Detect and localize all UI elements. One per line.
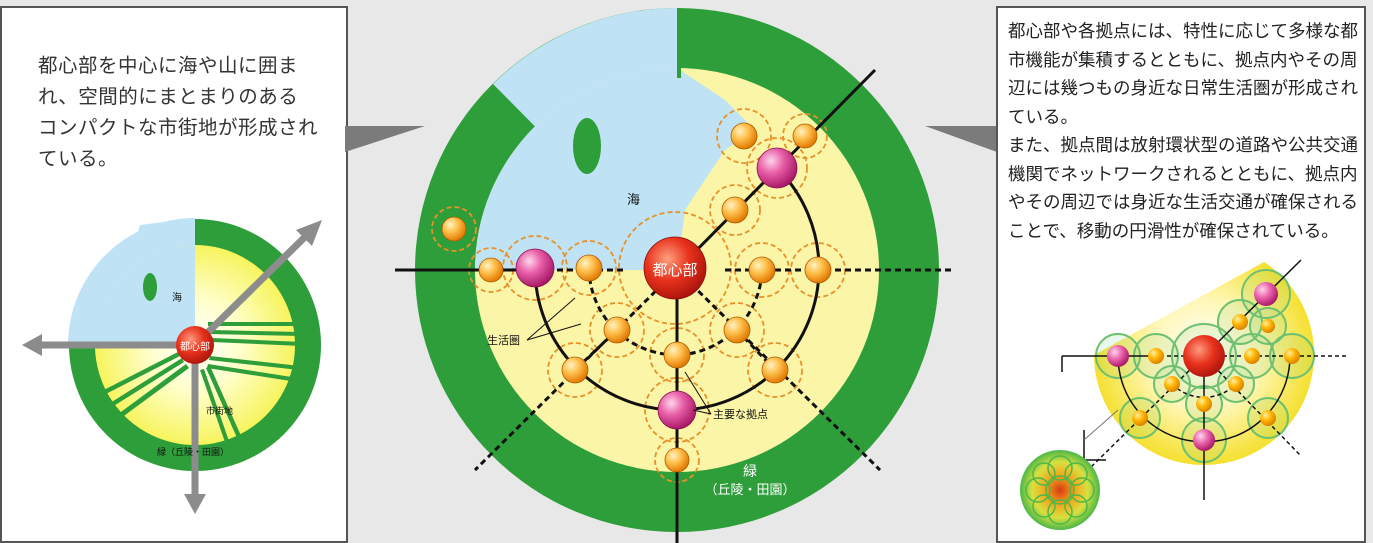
left-city-diagram: 都心部 海 市街地 緑（丘陵・田園）: [22, 218, 322, 514]
left-sea-label: 海: [172, 291, 182, 304]
center-sea-label: 海: [627, 193, 640, 208]
major-hubs: [515, 147, 798, 430]
life-sphere-callout: [526, 297, 582, 341]
right-minor-hubs: [1132, 314, 1300, 426]
major-hub-label: 主要な拠点: [713, 408, 768, 421]
center-network-diagram: 都心部 海 生活圏 主要な拠点 緑 （丘陵・田園）: [395, 8, 955, 543]
major-hub-callout: [684, 371, 712, 415]
left-center-label: 都心部: [180, 340, 210, 353]
minor-hubs: [441, 122, 832, 473]
left-arrows: [22, 220, 322, 514]
zoom-connector: [1083, 409, 1119, 441]
green-label-line1: 緑: [743, 464, 757, 480]
right-paragraph-1: 都心部や各拠点には、特性に応じて多様な都市機能が集積するとともに、拠点内やその周…: [1008, 22, 1358, 128]
right-description: 都心部や各拠点には、特性に応じて多様な都市機能が集積するとともに、拠点内やその周…: [1008, 18, 1360, 246]
right-major-hubs: [1107, 282, 1278, 451]
center-hub: [643, 236, 707, 300]
right-center-hub: [1183, 335, 1225, 377]
left-urban-label: 市街地: [206, 405, 233, 417]
center-sea: [475, 68, 677, 270]
left-island: [143, 273, 157, 301]
left-description: 都心部を中心に海や山に囲まれ、空間的にまとまりのあるコンパクトな市街地が形成され…: [38, 54, 319, 170]
connector-right: [925, 126, 997, 152]
right-paragraph-2: また、拠点間は放射環状型の道路や公共交通機関でネットワークされるとともに、拠点内…: [1008, 136, 1358, 242]
life-sphere-label: 生活圏: [487, 333, 520, 347]
zoom-sphere: [1020, 450, 1100, 530]
connector-left: [345, 126, 425, 152]
left-green-stripes: [96, 322, 302, 445]
center-island: [573, 118, 601, 174]
center-hub-label: 都心部: [652, 261, 697, 279]
left-green-label: 緑（丘陵・田園）: [157, 446, 229, 458]
green-label-line2: （丘陵・田園）: [704, 483, 795, 498]
left-center-hub: [176, 326, 214, 364]
right-hub-diagram: [1020, 259, 1346, 530]
